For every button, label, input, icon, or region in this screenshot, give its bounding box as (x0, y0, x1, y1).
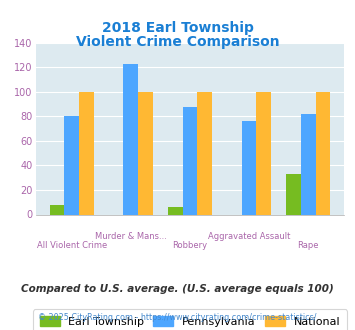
Bar (256, 92, 271, 214)
Legend: Earl Township, Pennsylvania, National: Earl Township, Pennsylvania, National (33, 309, 347, 330)
Bar (124, 64, 138, 214)
Text: © 2025 CityRating.com - https://www.cityrating.com/crime-statistics/: © 2025 CityRating.com - https://www.city… (38, 313, 317, 322)
Bar (138, 92, 153, 214)
Text: Aggravated Assault: Aggravated Assault (208, 232, 290, 241)
Bar (301, 114, 316, 214)
Bar (79, 92, 94, 214)
Bar (182, 107, 197, 214)
Text: Rape: Rape (297, 242, 319, 250)
Bar (286, 174, 301, 214)
Bar (168, 207, 182, 215)
Bar (197, 92, 212, 214)
Text: Compared to U.S. average. (U.S. average equals 100): Compared to U.S. average. (U.S. average … (21, 284, 334, 294)
Bar (50, 205, 64, 214)
Text: Violent Crime Comparison: Violent Crime Comparison (76, 35, 279, 49)
Text: Murder & Mans...: Murder & Mans... (95, 232, 167, 241)
Text: Robbery: Robbery (173, 242, 207, 250)
Text: All Violent Crime: All Violent Crime (37, 242, 107, 250)
Text: 2018 Earl Township: 2018 Earl Township (102, 21, 253, 35)
Bar (64, 116, 79, 214)
Bar (316, 92, 330, 214)
Bar (242, 121, 256, 214)
